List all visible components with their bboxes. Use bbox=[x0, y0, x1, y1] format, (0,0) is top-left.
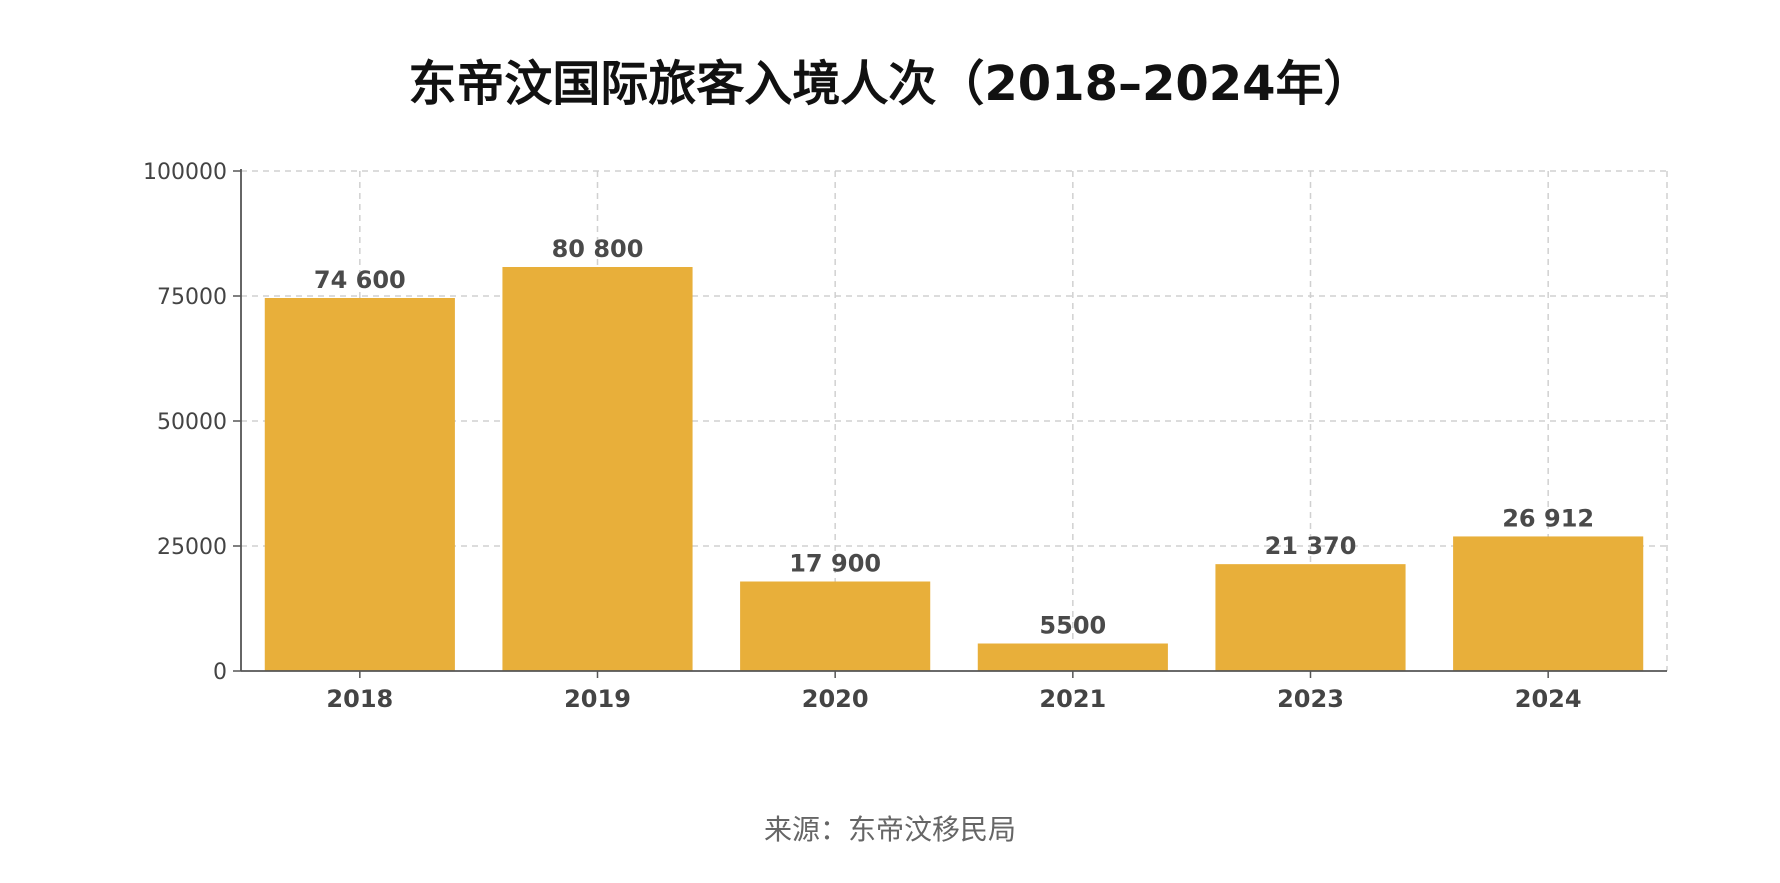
data-label-2020: 17 900 bbox=[789, 550, 881, 578]
bar-2018 bbox=[264, 298, 455, 671]
x-tick-label-2021: 2021 bbox=[1039, 685, 1106, 713]
chart-title: 东帝汶国际旅客入境人次（2018–2024年） bbox=[408, 56, 1372, 112]
y-tick-label: 0 bbox=[213, 660, 227, 685]
bar-2023 bbox=[1215, 564, 1406, 671]
y-tick-label: 25000 bbox=[157, 535, 227, 560]
source-note: 来源：东帝汶移民局 bbox=[763, 813, 1016, 846]
x-tick-label-2018: 2018 bbox=[326, 685, 393, 713]
x-tick-label-2019: 2019 bbox=[564, 685, 631, 713]
data-label-2019: 80 800 bbox=[552, 235, 644, 263]
bars bbox=[264, 267, 1644, 671]
axes bbox=[233, 169, 1667, 678]
bar-2019 bbox=[502, 267, 693, 671]
data-label-2023: 21 370 bbox=[1265, 532, 1357, 560]
data-label-2024: 26 912 bbox=[1502, 504, 1594, 532]
x-tick-label-2023: 2023 bbox=[1277, 685, 1344, 713]
bar-2024 bbox=[1453, 536, 1644, 671]
y-tick-label: 50000 bbox=[157, 410, 227, 435]
data-label-2018: 74 600 bbox=[314, 266, 406, 294]
x-tick-label-2024: 2024 bbox=[1515, 685, 1582, 713]
y-tick-label: 75000 bbox=[157, 285, 227, 310]
data-label-2021: 5500 bbox=[1039, 612, 1106, 640]
labels: 0 25000 50000 75000 100000 74 600 2018 80 800 20… bbox=[143, 160, 1594, 713]
y-tick-label: 100000 bbox=[143, 160, 227, 185]
bar-2021 bbox=[977, 643, 1168, 671]
x-tick-label-2020: 2020 bbox=[802, 685, 869, 713]
bar-2020 bbox=[740, 581, 931, 671]
grid-lines bbox=[241, 170, 1668, 671]
